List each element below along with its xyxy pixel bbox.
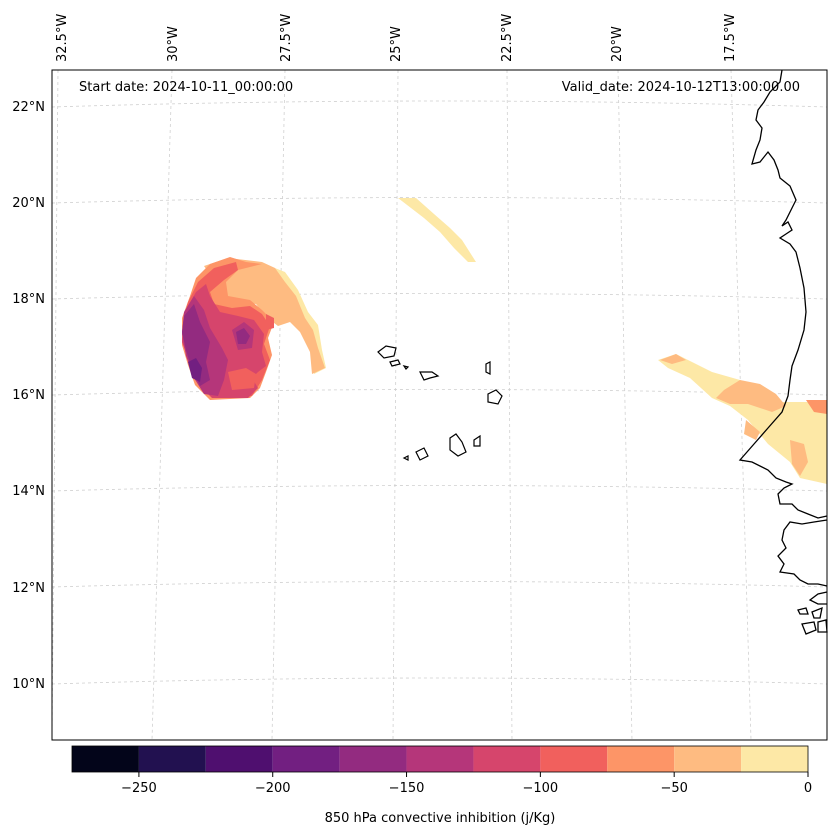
colorbar-swatch (205, 746, 273, 772)
cin-level-minus200 (188, 358, 202, 382)
colorbar-swatch (138, 746, 206, 772)
lon-label: 22.5°W (500, 14, 515, 62)
parallel-10n (51, 677, 828, 685)
colorbar-ticks: −250 −200 −150 −100 −50 0 (121, 772, 812, 796)
coast-gambia-guinea (777, 519, 828, 587)
valid-date-label: Valid_date: 2024-10-12T13:00:00.00 (562, 80, 800, 95)
lon-label: 30°W (166, 26, 181, 62)
meridian-30w (151, 69, 173, 741)
coast-islands-a (797, 607, 809, 615)
lat-label: 14°N (12, 484, 45, 499)
colorbar-swatch (272, 746, 340, 772)
cin-band-east-light (658, 354, 827, 484)
cin-band-east-peach (806, 400, 827, 414)
parallel-12n (51, 581, 828, 588)
parallel-14n (51, 485, 828, 492)
africa-coastline (738, 69, 828, 635)
island-sao-vicente (389, 359, 401, 367)
colorbar-swatch (741, 746, 808, 772)
lon-label: 27.5°W (279, 14, 294, 62)
cin-level-minus50 (204, 258, 325, 374)
coast-guinea-bissau-islands (808, 591, 828, 605)
island-sao-nicolau (419, 371, 440, 381)
cape-verde-islands (377, 345, 503, 461)
cin-contours (182, 198, 827, 484)
island-santa-luzia (402, 365, 410, 370)
coast-islands-b (811, 606, 823, 619)
island-fogo (415, 447, 429, 461)
cin-band-east-orange-2 (744, 420, 760, 440)
cin-level-minus100-patch (228, 368, 256, 390)
cin-band-east-top (660, 354, 686, 364)
colorbar: −250 −200 −150 −100 −50 0 850 hPa convective … (71, 745, 812, 826)
island-maio (473, 434, 481, 447)
meridian-32-5w (51, 69, 59, 741)
coast-islands-d (817, 619, 828, 633)
colorbar-tick-label: −250 (121, 781, 157, 796)
island-boa-vista (487, 389, 503, 405)
island-santo-antao (377, 345, 397, 359)
colorbar-swatch (339, 746, 407, 772)
colorbar-swatch (72, 746, 139, 772)
colorbar-swatch (473, 746, 541, 772)
parallel-22n (51, 100, 828, 108)
parallel-18n (51, 293, 828, 300)
meridian-27-5w (271, 69, 286, 741)
lat-label: 20°N (12, 196, 45, 211)
colorbar-swatch (607, 746, 675, 772)
colorbar-swatch (540, 746, 608, 772)
lat-label: 22°N (12, 100, 45, 115)
start-date-label: Start date: 2024-10-11_00:00:00 (79, 80, 293, 95)
cin-level-minus175 (182, 304, 210, 386)
cin-band-east-orange (716, 380, 786, 412)
graticule (51, 69, 828, 741)
parallel-20n (51, 197, 828, 204)
cin-band-east-orange-3 (790, 440, 808, 476)
meridian-17-5w (730, 69, 752, 741)
cin-level-minus175-core (236, 328, 250, 344)
colorbar-tick-label: −100 (523, 781, 559, 796)
lon-label: 32.5°W (55, 14, 70, 62)
island-sal (485, 361, 491, 375)
lon-label: 20°W (610, 26, 625, 62)
meridian-20w (617, 69, 633, 741)
lon-label: 17.5°W (723, 14, 738, 62)
colorbar-tick-label: 0 (804, 781, 812, 796)
lat-label: 12°N (12, 581, 45, 596)
lat-label: 18°N (12, 292, 45, 307)
coast-islands-c (801, 621, 817, 635)
colorbar-swatch (406, 746, 474, 772)
map-frame (51, 69, 828, 741)
colorbar-tick-label: −50 (660, 781, 687, 796)
colorbar-label: 850 hPa convective inhibition (j/Kg) (325, 811, 556, 826)
parallel-16n (51, 389, 828, 396)
island-santiago (449, 433, 467, 457)
latitude-labels: 22°N 20°N 18°N 16°N 14°N 12°N 10°N (12, 100, 45, 692)
lat-label: 16°N (12, 388, 45, 403)
longitude-labels: 32.5°W 30°W 27.5°W 25°W 22.5°W 20°W 17.5… (55, 14, 738, 62)
colorbar-tick-label: −200 (255, 781, 291, 796)
meridian-22-5w (506, 69, 513, 741)
colorbar-swatches (72, 746, 808, 772)
cin-streak-north (398, 198, 476, 262)
colorbar-tick-label: −150 (389, 781, 425, 796)
cin-level-minus100-patch-2 (266, 314, 274, 330)
coast-mauritania-senegal (738, 69, 828, 519)
island-brava (402, 455, 409, 461)
colorbar-frame (71, 745, 809, 773)
colorbar-swatch (674, 746, 742, 772)
lat-label: 10°N (12, 677, 45, 692)
meridian-25w (392, 69, 399, 741)
lon-label: 25°W (389, 26, 404, 62)
